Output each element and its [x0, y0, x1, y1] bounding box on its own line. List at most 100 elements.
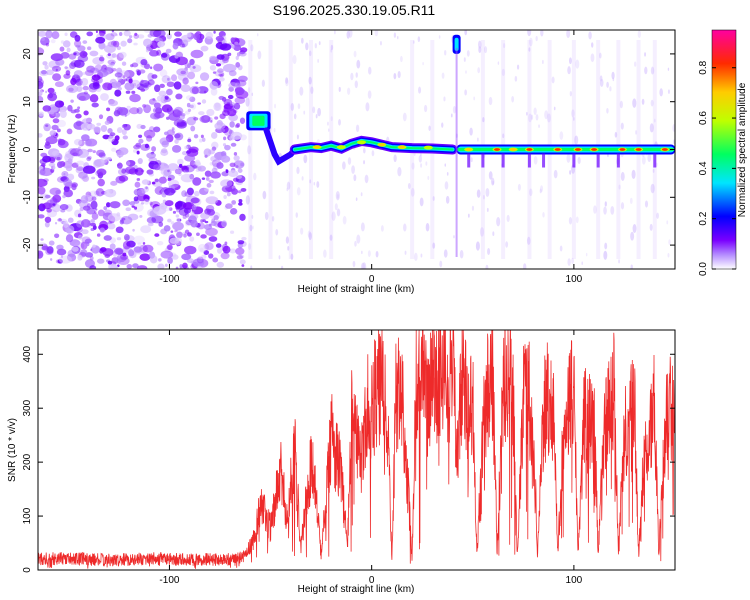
noise-blob [181, 43, 186, 48]
faint-speckle [342, 215, 347, 225]
noise-blob [166, 81, 175, 88]
noise-blob [214, 102, 221, 108]
noise-blob [89, 265, 97, 269]
faint-speckle [650, 183, 655, 194]
noise-blob [190, 49, 204, 59]
faint-speckle [425, 223, 430, 232]
faint-speckle [308, 76, 312, 85]
noise-blob [50, 53, 64, 62]
faint-speckle [659, 88, 663, 97]
noise-blob [185, 222, 190, 227]
noise-blob [161, 52, 168, 58]
noise-blob [189, 96, 196, 103]
noise-blob [182, 202, 195, 210]
faint-speckle [425, 161, 428, 166]
noise-blob [41, 163, 46, 168]
noise-blob [167, 244, 173, 251]
faint-speckle [632, 224, 637, 233]
noise-blob [154, 84, 161, 93]
noise-blob [107, 128, 113, 134]
tone-inner-right [457, 148, 674, 151]
noise-blob [76, 85, 83, 93]
noise-blob [143, 198, 150, 205]
faint-speckle [452, 105, 457, 114]
noise-blob [139, 253, 151, 261]
faint-speckle [346, 30, 350, 39]
faint-speckle [380, 225, 384, 232]
noise-blob [187, 71, 196, 80]
faint-speckle [407, 182, 411, 190]
y-tick-label: 200 [22, 453, 33, 470]
faint-speckle [641, 98, 645, 105]
noise-blob [51, 165, 56, 170]
y-tick-label: 20 [22, 48, 33, 60]
noise-blob [127, 38, 133, 44]
colorbar-tick-label: 0.6 [698, 111, 709, 125]
noise-blob [166, 108, 169, 111]
faint-speckle [317, 107, 321, 117]
noise-blob [218, 73, 223, 77]
noise-blob [167, 163, 179, 171]
noise-blob [140, 59, 148, 66]
faint-speckle [526, 111, 528, 116]
noise-blob [118, 51, 127, 59]
faint-speckle [356, 234, 361, 244]
noise-blob [186, 32, 192, 38]
faint-speckle [428, 125, 431, 131]
faint-speckle [620, 122, 624, 130]
noise-blob [214, 124, 222, 130]
tone-peak [526, 148, 533, 151]
faint-speckle [360, 262, 365, 269]
noise-blob [45, 136, 58, 145]
faint-speckle [296, 134, 299, 140]
noise-blob [129, 35, 133, 39]
noise-blob [110, 180, 118, 186]
noise-blob [82, 85, 89, 91]
noise-blob [125, 159, 136, 167]
y-tick-label: 10 [22, 96, 33, 108]
noise-blob [136, 178, 141, 181]
faint-speckle [649, 123, 654, 133]
noise-blob [49, 130, 57, 137]
noise-blob [158, 176, 167, 184]
noise-blob [52, 118, 60, 124]
faint-speckle [479, 227, 485, 237]
faint-speckle [420, 253, 423, 258]
noise-blob [107, 59, 116, 65]
noise-blob [65, 165, 73, 172]
noise-blob [117, 76, 122, 81]
faint-speckle [342, 161, 346, 170]
noise-blob [182, 214, 187, 219]
tone-peak [338, 145, 345, 149]
noise-blob [103, 44, 116, 54]
noise-blob [97, 209, 105, 217]
faint-speckle [347, 87, 351, 95]
noise-blob [172, 42, 179, 50]
noise-blob [70, 99, 74, 103]
faint-speckle [393, 154, 397, 163]
noise-blob [179, 264, 183, 269]
noise-blob [132, 263, 139, 269]
noise-blob [190, 211, 195, 215]
faint-speckle [492, 231, 495, 236]
noise-blob [151, 146, 157, 152]
tone-peak [425, 146, 432, 149]
noise-blob [174, 54, 179, 59]
noise-blob [241, 236, 247, 241]
noise-blob [183, 233, 187, 238]
faint-speckle [652, 168, 655, 173]
noise-blob [189, 64, 202, 73]
noise-blob [199, 115, 211, 124]
noise-blob [64, 66, 68, 69]
noise-blob [239, 213, 246, 221]
spectrogram-marks [38, 30, 675, 269]
noise-blob [170, 74, 178, 82]
faint-speckle [368, 66, 372, 75]
faint-speckle [262, 190, 267, 200]
faint-speckle [465, 70, 467, 74]
faint-speckle [612, 77, 615, 82]
noise-blob [154, 111, 165, 119]
noise-blob [163, 225, 171, 232]
faint-speckle [393, 72, 397, 80]
noise-blob [184, 154, 196, 162]
